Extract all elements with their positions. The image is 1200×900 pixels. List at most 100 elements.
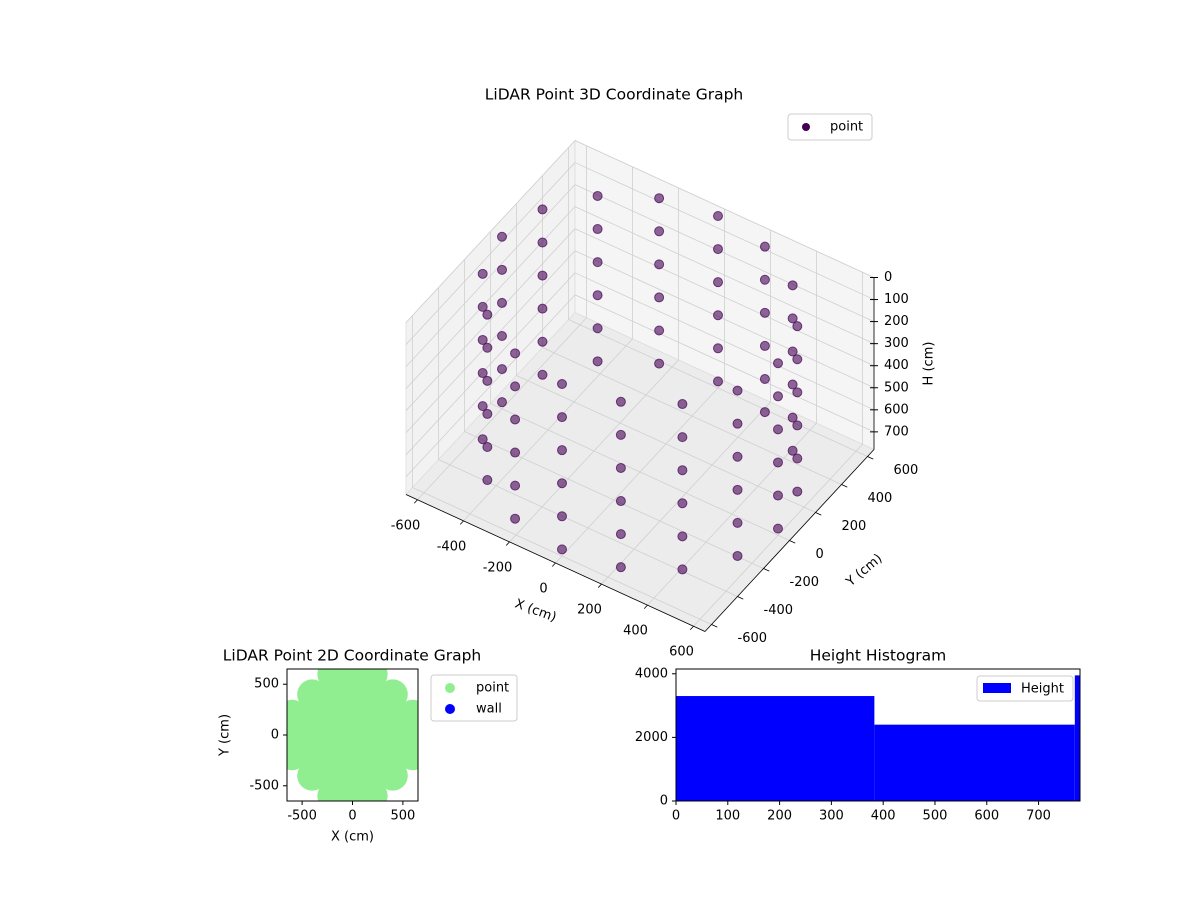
point	[787, 412, 798, 423]
point	[759, 274, 770, 285]
point	[497, 331, 507, 341]
x-tick-label: 400	[623, 624, 648, 639]
y-tick	[815, 512, 822, 516]
point	[482, 375, 493, 386]
point	[759, 307, 770, 318]
point	[592, 190, 603, 201]
point	[654, 193, 665, 204]
grid-line	[542, 347, 842, 485]
point	[615, 396, 626, 407]
point	[615, 462, 626, 473]
point	[732, 385, 743, 396]
point	[557, 412, 567, 423]
legend-marker	[445, 704, 455, 714]
point	[759, 340, 770, 351]
point	[592, 257, 603, 268]
grid-line	[412, 487, 712, 625]
grid-line	[405, 250, 576, 434]
point	[615, 429, 626, 440]
point	[677, 465, 688, 476]
x-tick-label: 200	[577, 603, 602, 618]
point	[482, 475, 493, 486]
point	[773, 523, 783, 534]
legend-label: Height	[1021, 682, 1064, 697]
point	[654, 292, 665, 303]
point	[537, 336, 548, 347]
y-tick	[867, 456, 874, 460]
y-axis-label: Y (cm)	[218, 714, 233, 757]
y-tick-label: 500	[254, 677, 279, 692]
y-tick-label: 400	[868, 491, 893, 506]
x-tick	[597, 583, 602, 588]
grid-line	[568, 319, 868, 457]
point	[787, 379, 798, 390]
point	[787, 280, 798, 291]
x-tick-label: 100	[715, 809, 740, 824]
grid-line	[574, 228, 875, 367]
x-tick-label: -200	[483, 560, 513, 575]
point	[537, 204, 548, 215]
x-tick	[689, 625, 694, 631]
point	[592, 224, 603, 235]
legend-marker	[445, 683, 455, 693]
grid-line	[405, 272, 576, 456]
point	[773, 424, 783, 435]
point	[537, 237, 548, 248]
z-tick-label: 100	[884, 292, 909, 307]
grid-line	[516, 375, 816, 513]
legend-box	[787, 113, 873, 141]
grid-line	[490, 403, 790, 541]
point	[654, 325, 665, 336]
point	[713, 244, 723, 255]
point	[792, 486, 803, 497]
point	[732, 484, 743, 495]
y-tick-label: 4000	[635, 666, 668, 681]
point	[477, 368, 488, 379]
x-axis-label: X (cm)	[331, 830, 374, 845]
grid-line	[405, 140, 576, 323]
point	[592, 356, 603, 367]
z-tick-label: 0	[884, 270, 892, 285]
point	[357, 669, 388, 690]
point	[792, 354, 803, 365]
axes-frame	[675, 668, 1081, 802]
legend-label: wall	[476, 702, 502, 717]
grid-line	[405, 206, 576, 389]
point	[557, 445, 567, 456]
point	[477, 334, 488, 345]
point	[677, 498, 688, 509]
point	[677, 564, 688, 575]
y-axis-label: Y (cm)	[843, 551, 886, 590]
chart-title: Height Histogram	[810, 647, 947, 665]
chart-title: LiDAR Point 3D Coordinate Graph	[485, 86, 743, 104]
legend-marker	[802, 123, 810, 131]
point	[713, 277, 723, 288]
x-tick-label: 600	[974, 809, 999, 824]
x-axis	[405, 494, 706, 632]
point	[477, 301, 488, 312]
x-tick-label: -500	[287, 809, 317, 824]
point	[713, 376, 723, 387]
x-tick	[551, 562, 556, 567]
point	[654, 358, 665, 369]
point	[615, 529, 626, 540]
point	[713, 310, 723, 321]
point	[787, 346, 798, 357]
grid-line	[574, 184, 875, 322]
x-tick-label: 200	[767, 809, 792, 824]
x-tick	[413, 499, 418, 504]
point	[477, 434, 488, 445]
grid-line	[405, 184, 576, 367]
point	[654, 226, 665, 237]
point	[477, 268, 488, 279]
point	[732, 418, 743, 429]
bar	[874, 724, 1075, 801]
point	[557, 478, 567, 489]
point	[792, 321, 803, 332]
y-tick-label: -200	[790, 575, 820, 590]
y-tick	[841, 484, 848, 488]
point	[792, 453, 803, 464]
grid-line	[405, 162, 576, 345]
y-tick	[763, 568, 770, 572]
